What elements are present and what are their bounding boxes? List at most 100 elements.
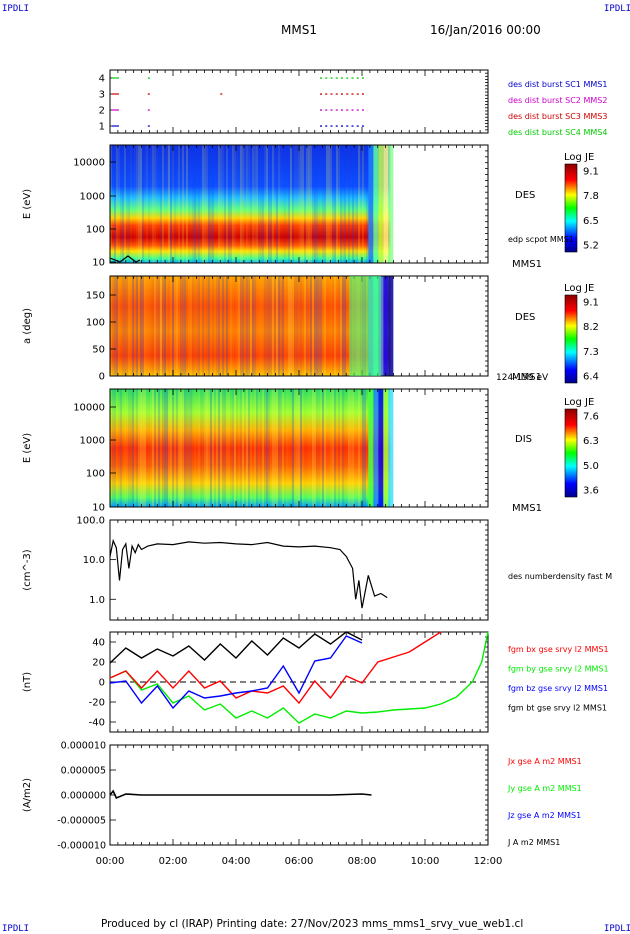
spectrogram-stripe [308, 389, 310, 507]
spectrogram-stripe [200, 389, 202, 507]
spectrogram-stripe [154, 276, 156, 376]
footer-credit: Produced by cl (IRAP) Printing date: 27/… [101, 918, 524, 930]
spectrogram-stripe [116, 145, 118, 263]
y-tick-label-0: 2 [99, 106, 105, 117]
spectrogram-stripe [310, 276, 312, 376]
spectrogram-stripe [230, 145, 232, 263]
spectrogram-stripe [256, 389, 258, 507]
spectrogram-stripe [194, 389, 196, 507]
x-tick-label: 02:00 [159, 856, 188, 867]
y-axis-label-2: a (deg) [22, 308, 33, 344]
spectrogram-stripe [324, 389, 326, 507]
y-tick-label-3: 10 [92, 503, 105, 514]
x-tick-label: 12:00 [474, 856, 503, 867]
spectrogram-stripe [160, 145, 162, 263]
spectrogram-stripe [296, 276, 298, 376]
spectrogram-stripe [300, 145, 302, 263]
spectrogram-stripe [200, 145, 202, 263]
plot-title: MMS1 [281, 23, 317, 37]
spectrogram-stripe [142, 276, 144, 376]
spectrogram-stripe [252, 276, 254, 376]
corner-logo-top-left: IPDLI [2, 4, 30, 14]
spectrogram-stripe [164, 145, 166, 263]
spectrogram-stripe [154, 145, 156, 263]
spectrogram-stripe [206, 276, 208, 376]
spectrogram-stripe [294, 389, 296, 507]
spectrogram-stripe [128, 276, 130, 376]
spectrogram-stripe [258, 145, 260, 263]
spectrogram-stripe [228, 145, 230, 263]
energy-range-label: 124-159 eV [496, 373, 549, 383]
spectrogram-stripe [136, 389, 138, 507]
colorbar-tick-label: 7.6 [583, 412, 599, 423]
spectrogram-stripe [140, 276, 142, 376]
spectrogram-stripe [296, 145, 298, 263]
spectrogram-stripe [360, 389, 362, 507]
spectrogram-stripe [284, 389, 286, 507]
spectrogram-stripe [246, 145, 248, 263]
spectrogram-stripe [144, 389, 146, 507]
spectrogram-stripe [272, 145, 274, 263]
spectrogram-stripe [298, 145, 300, 263]
spectrogram-stripe [128, 389, 130, 507]
y-tick-label-5: -20 [89, 698, 105, 709]
spectrogram-stripe [136, 145, 138, 263]
spectrogram-stripe [190, 389, 192, 507]
burst-mark [335, 77, 338, 79]
burst-mark [356, 77, 359, 79]
pitch-transition [349, 276, 381, 376]
spectrogram-stripe [164, 276, 166, 376]
spectrogram-stripe [344, 145, 346, 263]
spectrogram-stripe [180, 145, 182, 263]
spectrogram-stripe [170, 389, 172, 507]
colorbar-title: Log JE [564, 283, 594, 294]
scpot-trace [109, 255, 141, 263]
y-tick-label-3: 1000 [80, 436, 105, 447]
spectrogram-stripe [180, 389, 182, 507]
spectrogram-stripe [290, 145, 292, 263]
spectrogram-stripe [216, 276, 218, 376]
spectrogram-stripe [352, 389, 354, 507]
spectrogram-stripe [264, 145, 266, 263]
spectrogram-stripe [162, 145, 164, 263]
spectrogram-edge [388, 145, 394, 263]
spectrogram-stripe [318, 389, 320, 507]
spectrogram-stripe [346, 389, 348, 507]
spectrogram-stripe [172, 276, 174, 376]
burst-mark [341, 77, 343, 79]
spectrogram-stripe [158, 276, 160, 376]
spectrogram-stripe [210, 389, 212, 507]
spectrogram-stripe [314, 389, 316, 507]
scpot-label: edp scpot MMS1 [508, 235, 574, 244]
y-tick-label-6: -0.000005 [57, 816, 106, 827]
spectrogram-stripe [270, 389, 272, 507]
spectrogram-stripe [320, 389, 322, 507]
spectrogram-fill [110, 389, 391, 507]
colorbar [564, 163, 578, 253]
spectrogram-stripe [322, 276, 324, 376]
spectrogram-stripe [122, 145, 124, 263]
burst-mark [356, 93, 359, 95]
spectrogram-stripe [338, 276, 340, 376]
spectrogram-stripe [244, 145, 246, 263]
spectrogram-stripe [318, 145, 320, 263]
burst-mark [325, 77, 328, 79]
burst-legend-1: des dist burst SC1 MMS1 [508, 80, 607, 89]
spectrogram-edge [383, 145, 389, 263]
spectrogram-stripe [160, 276, 162, 376]
spectrogram-stripe [320, 276, 322, 376]
spectrogram-stripe [222, 276, 224, 376]
colorbar-tick-label: 6.3 [583, 436, 599, 447]
spectrogram-stripe [288, 145, 290, 263]
y-tick-label-6: 0.000005 [61, 766, 106, 777]
spectrogram-stripe [304, 145, 306, 263]
spectrogram-stripe [194, 276, 196, 376]
burst-legend-3: des dist burst SC3 MMS3 [508, 112, 607, 121]
spectrogram-stripe [302, 145, 304, 263]
spectrogram-stripe [192, 145, 194, 263]
spectrogram-stripe [252, 145, 254, 263]
spectrogram-stripe [182, 389, 184, 507]
spectrogram-stripe [110, 389, 112, 507]
spectrogram-stripe [352, 145, 354, 263]
